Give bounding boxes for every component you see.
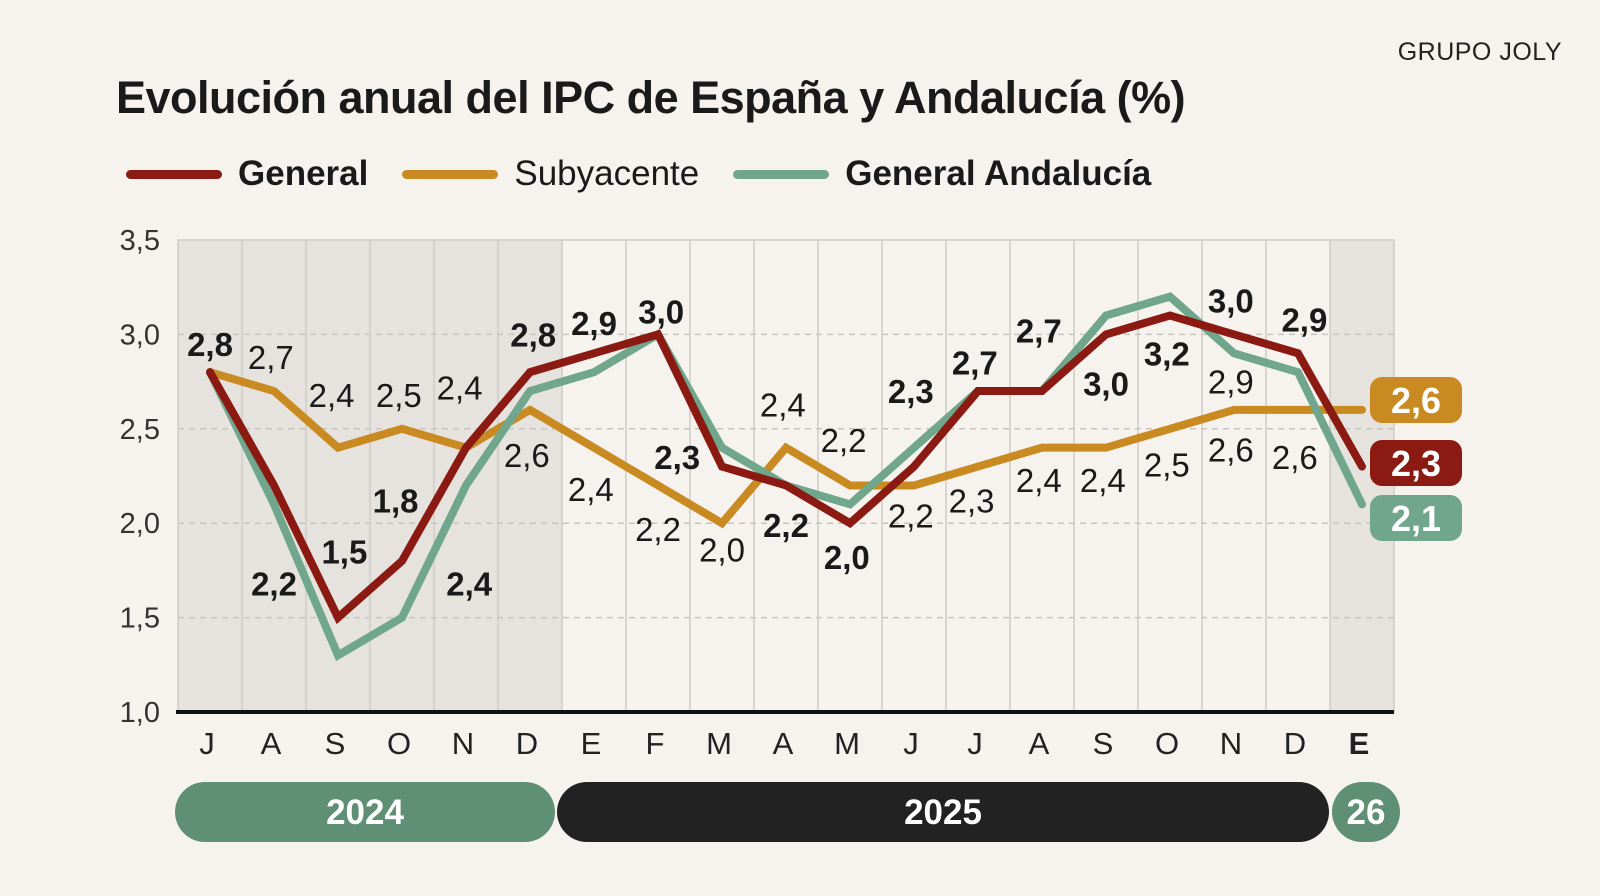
data-label: 2,0 bbox=[699, 532, 745, 569]
x-tick-label: N bbox=[452, 726, 474, 761]
x-tick-label: F bbox=[646, 726, 665, 761]
x-tick-label: E bbox=[1349, 726, 1370, 761]
data-label: 3,0 bbox=[1083, 365, 1129, 402]
legend-item-general: General bbox=[126, 154, 368, 194]
x-tick-label: M bbox=[834, 726, 860, 761]
data-label: 2,6 bbox=[1208, 432, 1254, 469]
year-label: 2025 bbox=[904, 793, 982, 832]
data-label: 2,2 bbox=[888, 498, 934, 535]
data-label: 3,0 bbox=[1208, 282, 1254, 319]
data-label: 2,6 bbox=[1272, 439, 1318, 476]
x-tick-label: O bbox=[1155, 726, 1179, 761]
y-tick-label: 3,5 bbox=[120, 225, 160, 257]
data-label: 2,5 bbox=[1144, 447, 1190, 484]
data-label: 2,3 bbox=[888, 373, 934, 410]
x-tick-label: A bbox=[1029, 726, 1050, 761]
data-label: 2,2 bbox=[763, 507, 809, 544]
data-label: 2,4 bbox=[1016, 462, 1062, 499]
x-tick-label: E bbox=[581, 726, 602, 761]
data-label: 2,4 bbox=[437, 369, 483, 406]
data-label: 1,8 bbox=[373, 483, 419, 520]
legend-label: Subyacente bbox=[514, 154, 700, 193]
data-label: 2,4 bbox=[568, 471, 614, 508]
data-label: 2,9 bbox=[1208, 364, 1254, 401]
legend-label: General Andalucía bbox=[845, 154, 1152, 193]
y-tick-label: 2,5 bbox=[120, 414, 160, 446]
data-label: 2,4 bbox=[1080, 462, 1126, 499]
x-tick-label: O bbox=[387, 726, 411, 761]
x-tick-label: D bbox=[1284, 726, 1306, 761]
data-label: 3,0 bbox=[638, 294, 684, 331]
column-bg bbox=[242, 240, 306, 712]
x-tick-label: A bbox=[773, 726, 794, 761]
data-label: 2,2 bbox=[821, 422, 867, 459]
x-tick-label: N bbox=[1220, 726, 1242, 761]
year-band-2024 bbox=[175, 782, 555, 842]
x-tick-label: M bbox=[706, 726, 732, 761]
end-badge-label: 2,6 bbox=[1391, 380, 1441, 421]
year-label: 2024 bbox=[326, 793, 404, 832]
data-label: 2,7 bbox=[248, 339, 294, 376]
data-label: 2,3 bbox=[949, 483, 995, 520]
column-bg bbox=[498, 240, 562, 712]
column-bg bbox=[1266, 240, 1330, 712]
data-label: 2,7 bbox=[1016, 313, 1062, 350]
brand-label: GRUPO JOLY bbox=[1397, 38, 1562, 66]
column-bg bbox=[562, 240, 626, 712]
y-tick-label: 2,0 bbox=[120, 508, 160, 540]
column-bg bbox=[434, 240, 498, 712]
y-tick-label: 1,0 bbox=[120, 697, 160, 729]
x-tick-label: A bbox=[261, 726, 282, 761]
end-badge-label: 2,3 bbox=[1391, 443, 1441, 484]
end-badge bbox=[1370, 495, 1462, 541]
data-label: 2,8 bbox=[187, 326, 233, 363]
legend-label: General bbox=[238, 154, 369, 193]
data-label: 2,2 bbox=[635, 511, 681, 548]
x-tick-label: S bbox=[325, 726, 346, 761]
legend-item-subyacente: Subyacente bbox=[402, 154, 699, 194]
column-bg bbox=[306, 240, 370, 712]
y-tick-label: 3,0 bbox=[120, 319, 160, 351]
data-label: 2,4 bbox=[760, 386, 806, 423]
data-label: 2,5 bbox=[376, 377, 422, 414]
legend-swatch bbox=[733, 169, 830, 179]
data-label: 2,9 bbox=[571, 305, 617, 342]
data-label: 2,2 bbox=[251, 566, 297, 603]
end-badge-label: 2,1 bbox=[1391, 498, 1441, 539]
y-tick-label: 1,5 bbox=[120, 603, 160, 635]
x-tick-label: J bbox=[967, 726, 983, 761]
data-label: 2,8 bbox=[510, 316, 556, 353]
data-label: 3,2 bbox=[1144, 335, 1190, 372]
data-label: 2,4 bbox=[309, 377, 355, 414]
x-tick-label: J bbox=[199, 726, 215, 761]
legend-swatch bbox=[126, 169, 222, 179]
data-label: 2,6 bbox=[504, 437, 550, 474]
column-bg bbox=[370, 240, 434, 712]
data-label: 2,9 bbox=[1281, 301, 1327, 338]
end-badge bbox=[1370, 440, 1462, 486]
chart-title: Evolución anual del IPC de España y Anda… bbox=[116, 72, 1186, 123]
data-label: 2,7 bbox=[952, 345, 998, 382]
legend-item-andalucia: General Andalucía bbox=[733, 154, 1151, 194]
column-bg bbox=[178, 240, 242, 712]
year-band-26 bbox=[1332, 782, 1400, 842]
legend-swatch bbox=[402, 169, 499, 179]
x-tick-label: D bbox=[516, 726, 538, 761]
data-label: 2,4 bbox=[446, 566, 493, 603]
column-bg bbox=[1010, 240, 1074, 712]
year-band-2025 bbox=[557, 782, 1329, 842]
column-bg bbox=[1202, 240, 1266, 712]
data-label: 1,5 bbox=[321, 534, 367, 571]
data-label: 2,0 bbox=[824, 539, 870, 576]
legend: General Subyacente General Andalucía bbox=[126, 154, 1185, 194]
year-label: 26 bbox=[1347, 793, 1386, 832]
end-badge bbox=[1370, 377, 1462, 423]
data-label: 2,3 bbox=[654, 439, 700, 476]
x-tick-label: S bbox=[1093, 726, 1114, 761]
x-tick-label: J bbox=[903, 726, 919, 761]
